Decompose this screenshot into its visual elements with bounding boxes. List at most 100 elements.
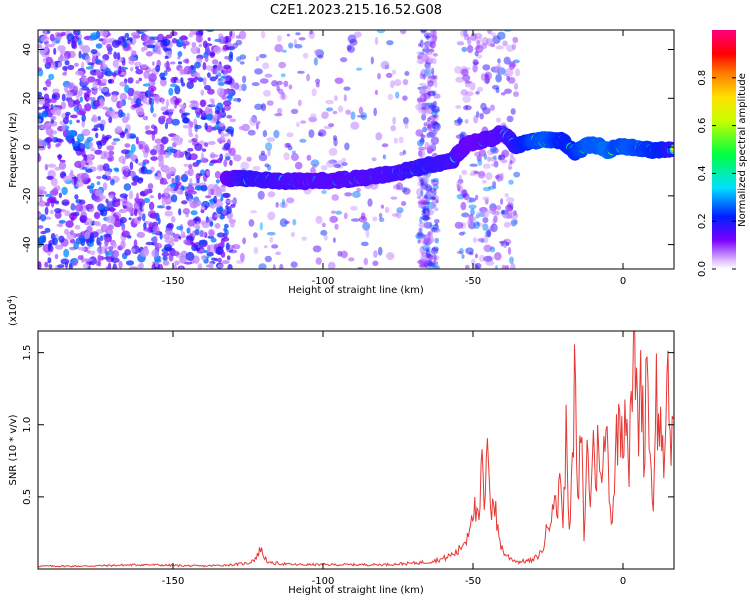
noise-blob [417, 54, 422, 60]
noise-blob [427, 262, 435, 267]
noise-blob [271, 244, 279, 249]
noise-blob [427, 124, 433, 131]
noise-blob [321, 222, 326, 227]
noise-blob [311, 88, 317, 97]
noise-blob [54, 253, 59, 260]
noise-blob [275, 201, 279, 208]
noise-blob [90, 182, 95, 189]
noise-blob [402, 79, 409, 86]
noise-blob [205, 219, 211, 223]
noise-blob [174, 260, 180, 266]
noise-blob [81, 128, 91, 137]
noise-blob [128, 190, 134, 200]
noise-blob [56, 108, 62, 117]
spectrogram-panel: -150 -100 -50 0 -40 -20 0 20 40 Height of straig… [8, 29, 675, 296]
noise-blob [232, 98, 242, 102]
noise-blob [38, 200, 47, 207]
noise-blob [380, 204, 384, 209]
noise-blob [65, 91, 74, 98]
noise-blob [240, 252, 245, 262]
noise-blob [218, 206, 224, 212]
noise-blob [74, 30, 79, 35]
noise-blob [168, 166, 177, 175]
noise-blob [58, 192, 63, 199]
noise-blob [329, 215, 339, 223]
noise-blob [460, 201, 467, 211]
noise-blob [130, 98, 135, 106]
noise-blob [150, 81, 156, 86]
noise-blob [169, 61, 176, 65]
noise-blob [73, 106, 80, 112]
noise-blob [209, 221, 214, 227]
noise-blob [477, 237, 485, 243]
noise-blob [188, 132, 194, 138]
noise-blob [312, 245, 322, 253]
noise-blob [217, 72, 222, 77]
noise-blob [279, 263, 284, 269]
noise-blob [417, 181, 421, 187]
noise-blob [130, 152, 136, 161]
noise-blob [482, 196, 490, 201]
noise-blob [185, 185, 195, 193]
noise-blob [134, 61, 142, 67]
noise-blob [49, 33, 55, 42]
noise-blob [236, 56, 242, 62]
noise-blob [61, 186, 68, 196]
noise-blob [86, 136, 94, 142]
noise-blob [393, 79, 402, 87]
noise-blob [401, 201, 407, 206]
noise-blob [136, 231, 145, 238]
noise-blob [190, 46, 200, 55]
noise-blob [111, 39, 120, 48]
noise-blob [306, 73, 310, 82]
noise-blob [218, 82, 225, 87]
noise-blob [135, 136, 139, 145]
noise-blob [207, 187, 211, 196]
noise-blob [102, 106, 109, 110]
noise-blob [84, 104, 88, 111]
noise-blob [97, 141, 103, 150]
noise-blob [374, 36, 379, 46]
noise-blob [177, 61, 183, 65]
noise-blob [223, 159, 228, 168]
noise-blob [78, 50, 82, 59]
noise-blob [386, 252, 395, 261]
noise-blob [468, 204, 477, 210]
noise-blob [215, 258, 219, 262]
noise-blob [190, 30, 194, 36]
noise-blob [225, 76, 230, 82]
noise-blob [169, 83, 178, 88]
noise-blob [102, 163, 110, 172]
snr-scale-note: (x104) [6, 295, 19, 326]
noise-blob [286, 33, 290, 37]
noise-blob [168, 87, 174, 96]
noise-blob [204, 56, 209, 62]
noise-blob [389, 80, 395, 89]
noise-blob [138, 143, 144, 150]
noise-blob [96, 175, 102, 180]
noise-blob [118, 65, 122, 74]
noise-blob [461, 212, 470, 218]
noise-blob [348, 257, 355, 262]
noise-blob [81, 61, 85, 70]
noise-blob [331, 194, 340, 201]
noise-blob [38, 44, 43, 49]
noise-blob [376, 30, 386, 34]
noise-blob [360, 241, 369, 247]
noise-blob [50, 119, 55, 124]
noise-blob [172, 264, 177, 269]
noise-blob [434, 237, 439, 244]
noise-blob [120, 71, 127, 76]
noise-blob [501, 209, 505, 215]
noise-blob [151, 61, 155, 66]
noise-blob [106, 202, 113, 209]
noise-blob [75, 203, 84, 212]
noise-blob [426, 132, 435, 138]
noise-blob [508, 179, 514, 185]
noise-blob [296, 121, 300, 128]
noise-blob [514, 82, 519, 90]
noise-blob [125, 154, 130, 160]
noise-blob [105, 266, 111, 269]
noise-blob [430, 136, 440, 145]
noise-blob [150, 105, 154, 114]
